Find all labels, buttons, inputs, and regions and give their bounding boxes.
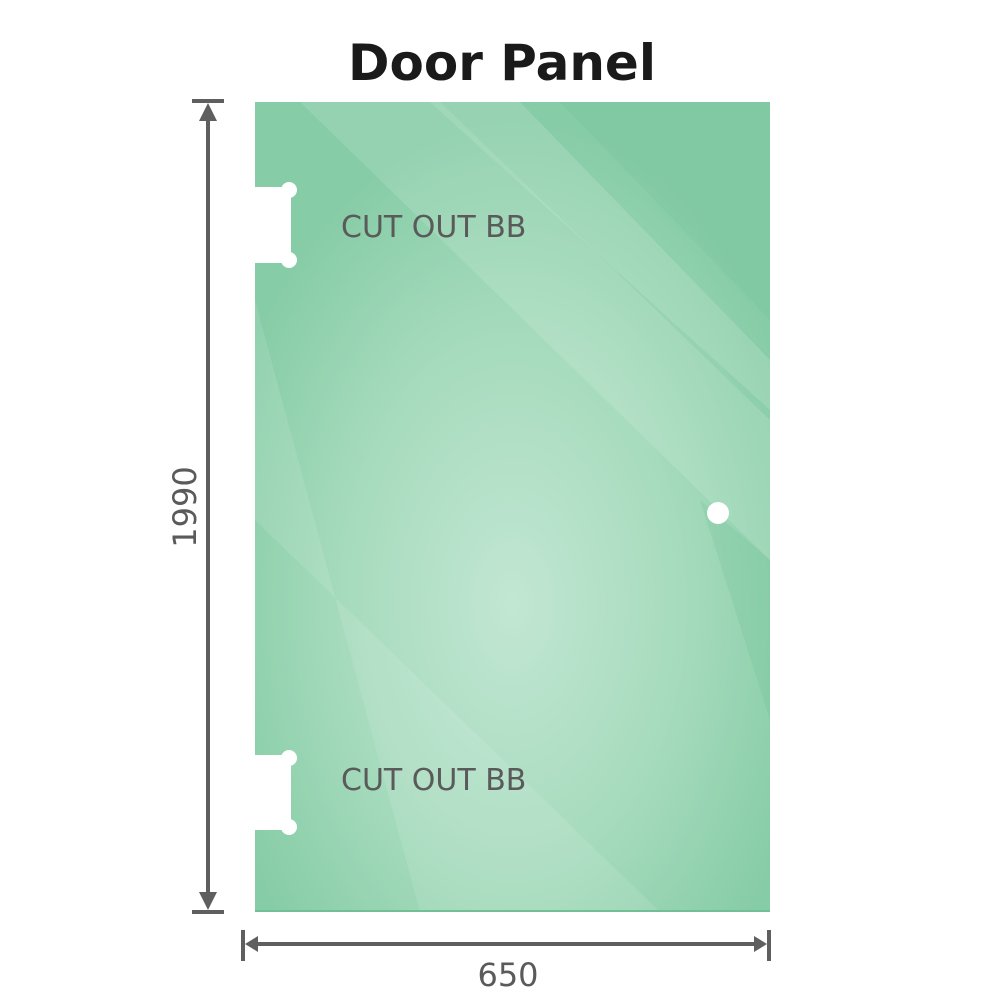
glass-panel	[255, 102, 770, 912]
height-dimension-label: 1990	[166, 466, 204, 547]
cutout-label-bottom: CUT OUT BB	[341, 763, 526, 798]
height-dimension-line	[192, 99, 224, 914]
handle-hole	[707, 502, 729, 524]
width-dimension-line	[241, 930, 771, 961]
cutout-bottom	[253, 750, 297, 835]
cutout-label-top: CUT OUT BB	[341, 210, 526, 245]
width-dimension-label: 650	[477, 956, 538, 994]
page-title: Door Panel	[348, 34, 656, 92]
cutout-top	[253, 182, 297, 268]
